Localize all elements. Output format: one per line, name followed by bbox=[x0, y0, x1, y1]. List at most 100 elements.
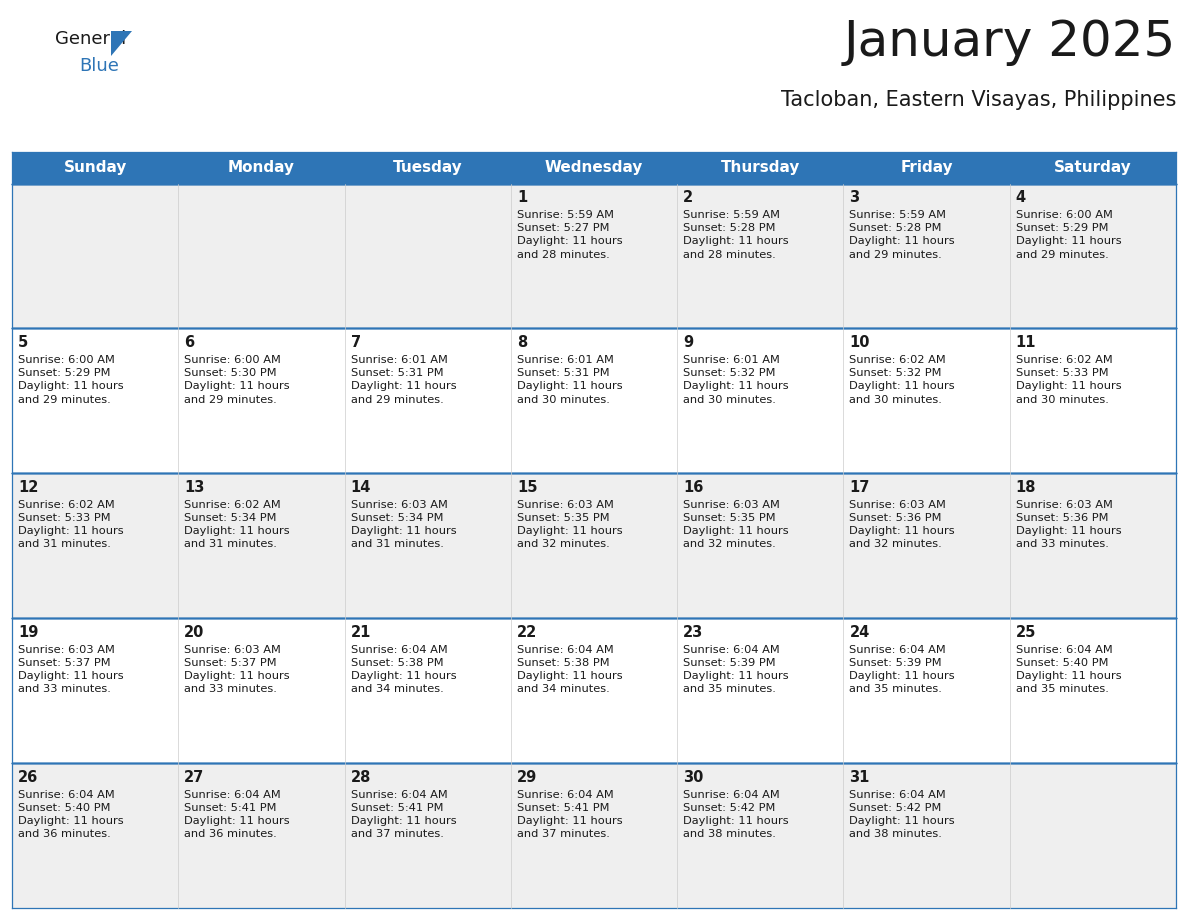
Bar bbox=[677, 152, 843, 184]
Bar bbox=[178, 329, 345, 474]
Text: Sunday: Sunday bbox=[63, 161, 127, 175]
Text: Sunrise: 6:04 AM
Sunset: 5:42 PM
Daylight: 11 hours
and 38 minutes.: Sunrise: 6:04 AM Sunset: 5:42 PM Dayligh… bbox=[683, 789, 789, 839]
Text: Tuesday: Tuesday bbox=[393, 161, 462, 175]
Text: 27: 27 bbox=[184, 770, 204, 785]
Text: 31: 31 bbox=[849, 770, 870, 785]
Text: Sunrise: 6:04 AM
Sunset: 5:39 PM
Daylight: 11 hours
and 35 minutes.: Sunrise: 6:04 AM Sunset: 5:39 PM Dayligh… bbox=[683, 644, 789, 694]
Text: Saturday: Saturday bbox=[1054, 161, 1132, 175]
Text: 3: 3 bbox=[849, 191, 860, 206]
Bar bbox=[843, 152, 1010, 184]
Bar bbox=[843, 184, 1010, 329]
Text: Sunrise: 6:03 AM
Sunset: 5:35 PM
Daylight: 11 hours
and 32 minutes.: Sunrise: 6:03 AM Sunset: 5:35 PM Dayligh… bbox=[683, 499, 789, 549]
Text: Sunrise: 6:01 AM
Sunset: 5:32 PM
Daylight: 11 hours
and 30 minutes.: Sunrise: 6:01 AM Sunset: 5:32 PM Dayligh… bbox=[683, 355, 789, 405]
Bar bbox=[178, 474, 345, 618]
Text: 13: 13 bbox=[184, 480, 204, 496]
Text: 15: 15 bbox=[517, 480, 537, 496]
Bar bbox=[511, 618, 677, 763]
Text: January 2025: January 2025 bbox=[843, 18, 1176, 66]
Bar bbox=[345, 184, 511, 329]
Bar bbox=[12, 329, 178, 474]
Text: Sunrise: 6:04 AM
Sunset: 5:41 PM
Daylight: 11 hours
and 36 minutes.: Sunrise: 6:04 AM Sunset: 5:41 PM Dayligh… bbox=[184, 789, 290, 839]
Text: Tacloban, Eastern Visayas, Philippines: Tacloban, Eastern Visayas, Philippines bbox=[781, 90, 1176, 110]
Text: 29: 29 bbox=[517, 770, 537, 785]
Bar bbox=[12, 184, 178, 329]
Bar bbox=[1010, 618, 1176, 763]
Text: Sunrise: 6:00 AM
Sunset: 5:29 PM
Daylight: 11 hours
and 29 minutes.: Sunrise: 6:00 AM Sunset: 5:29 PM Dayligh… bbox=[18, 355, 124, 405]
Text: 11: 11 bbox=[1016, 335, 1036, 351]
Bar bbox=[677, 763, 843, 908]
Bar bbox=[12, 763, 178, 908]
Text: 17: 17 bbox=[849, 480, 870, 496]
Bar bbox=[677, 618, 843, 763]
Text: Sunrise: 6:04 AM
Sunset: 5:40 PM
Daylight: 11 hours
and 35 minutes.: Sunrise: 6:04 AM Sunset: 5:40 PM Dayligh… bbox=[1016, 644, 1121, 694]
Text: Thursday: Thursday bbox=[721, 161, 800, 175]
Text: 5: 5 bbox=[18, 335, 29, 351]
Text: Sunrise: 6:02 AM
Sunset: 5:34 PM
Daylight: 11 hours
and 31 minutes.: Sunrise: 6:02 AM Sunset: 5:34 PM Dayligh… bbox=[184, 499, 290, 549]
Text: Sunrise: 6:01 AM
Sunset: 5:31 PM
Daylight: 11 hours
and 29 minutes.: Sunrise: 6:01 AM Sunset: 5:31 PM Dayligh… bbox=[350, 355, 456, 405]
Bar bbox=[1010, 152, 1176, 184]
Bar bbox=[1010, 329, 1176, 474]
Text: Sunrise: 6:02 AM
Sunset: 5:33 PM
Daylight: 11 hours
and 31 minutes.: Sunrise: 6:02 AM Sunset: 5:33 PM Dayligh… bbox=[18, 499, 124, 549]
Text: 4: 4 bbox=[1016, 191, 1026, 206]
Text: 1: 1 bbox=[517, 191, 527, 206]
Text: Monday: Monday bbox=[228, 161, 295, 175]
Bar bbox=[511, 763, 677, 908]
Bar bbox=[178, 152, 345, 184]
Text: Sunrise: 6:00 AM
Sunset: 5:30 PM
Daylight: 11 hours
and 29 minutes.: Sunrise: 6:00 AM Sunset: 5:30 PM Dayligh… bbox=[184, 355, 290, 405]
Text: Sunrise: 6:03 AM
Sunset: 5:36 PM
Daylight: 11 hours
and 33 minutes.: Sunrise: 6:03 AM Sunset: 5:36 PM Dayligh… bbox=[1016, 499, 1121, 549]
Text: Sunrise: 6:04 AM
Sunset: 5:38 PM
Daylight: 11 hours
and 34 minutes.: Sunrise: 6:04 AM Sunset: 5:38 PM Dayligh… bbox=[517, 644, 623, 694]
Text: 23: 23 bbox=[683, 625, 703, 640]
Text: Sunrise: 5:59 AM
Sunset: 5:28 PM
Daylight: 11 hours
and 28 minutes.: Sunrise: 5:59 AM Sunset: 5:28 PM Dayligh… bbox=[683, 210, 789, 260]
Text: 9: 9 bbox=[683, 335, 694, 351]
Bar bbox=[345, 474, 511, 618]
Text: 10: 10 bbox=[849, 335, 870, 351]
Text: Sunrise: 6:04 AM
Sunset: 5:38 PM
Daylight: 11 hours
and 34 minutes.: Sunrise: 6:04 AM Sunset: 5:38 PM Dayligh… bbox=[350, 644, 456, 694]
Bar bbox=[843, 474, 1010, 618]
Bar bbox=[677, 329, 843, 474]
Text: 7: 7 bbox=[350, 335, 361, 351]
Text: Sunrise: 6:04 AM
Sunset: 5:41 PM
Daylight: 11 hours
and 37 minutes.: Sunrise: 6:04 AM Sunset: 5:41 PM Dayligh… bbox=[517, 789, 623, 839]
Text: 19: 19 bbox=[18, 625, 38, 640]
Bar bbox=[1010, 184, 1176, 329]
Text: 16: 16 bbox=[683, 480, 703, 496]
Text: Sunrise: 6:00 AM
Sunset: 5:29 PM
Daylight: 11 hours
and 29 minutes.: Sunrise: 6:00 AM Sunset: 5:29 PM Dayligh… bbox=[1016, 210, 1121, 260]
Bar bbox=[12, 618, 178, 763]
Bar bbox=[345, 763, 511, 908]
Text: 8: 8 bbox=[517, 335, 527, 351]
Text: Wednesday: Wednesday bbox=[545, 161, 643, 175]
Bar bbox=[1010, 763, 1176, 908]
Text: Sunrise: 5:59 AM
Sunset: 5:28 PM
Daylight: 11 hours
and 29 minutes.: Sunrise: 5:59 AM Sunset: 5:28 PM Dayligh… bbox=[849, 210, 955, 260]
Text: Sunrise: 6:04 AM
Sunset: 5:42 PM
Daylight: 11 hours
and 38 minutes.: Sunrise: 6:04 AM Sunset: 5:42 PM Dayligh… bbox=[849, 789, 955, 839]
Bar bbox=[511, 152, 677, 184]
Text: Blue: Blue bbox=[78, 57, 119, 75]
Bar bbox=[345, 152, 511, 184]
Text: Sunrise: 6:02 AM
Sunset: 5:32 PM
Daylight: 11 hours
and 30 minutes.: Sunrise: 6:02 AM Sunset: 5:32 PM Dayligh… bbox=[849, 355, 955, 405]
Text: 18: 18 bbox=[1016, 480, 1036, 496]
Text: Sunrise: 5:59 AM
Sunset: 5:27 PM
Daylight: 11 hours
and 28 minutes.: Sunrise: 5:59 AM Sunset: 5:27 PM Dayligh… bbox=[517, 210, 623, 260]
Text: 30: 30 bbox=[683, 770, 703, 785]
Bar bbox=[12, 152, 178, 184]
Text: Sunrise: 6:02 AM
Sunset: 5:33 PM
Daylight: 11 hours
and 30 minutes.: Sunrise: 6:02 AM Sunset: 5:33 PM Dayligh… bbox=[1016, 355, 1121, 405]
Bar bbox=[12, 474, 178, 618]
Text: 20: 20 bbox=[184, 625, 204, 640]
Text: 22: 22 bbox=[517, 625, 537, 640]
Text: Sunrise: 6:03 AM
Sunset: 5:37 PM
Daylight: 11 hours
and 33 minutes.: Sunrise: 6:03 AM Sunset: 5:37 PM Dayligh… bbox=[184, 644, 290, 694]
Bar bbox=[677, 474, 843, 618]
Bar bbox=[677, 184, 843, 329]
Text: Sunrise: 6:03 AM
Sunset: 5:36 PM
Daylight: 11 hours
and 32 minutes.: Sunrise: 6:03 AM Sunset: 5:36 PM Dayligh… bbox=[849, 499, 955, 549]
Bar bbox=[178, 763, 345, 908]
Text: Sunrise: 6:04 AM
Sunset: 5:41 PM
Daylight: 11 hours
and 37 minutes.: Sunrise: 6:04 AM Sunset: 5:41 PM Dayligh… bbox=[350, 789, 456, 839]
Text: Friday: Friday bbox=[901, 161, 953, 175]
Bar bbox=[345, 618, 511, 763]
Text: 28: 28 bbox=[350, 770, 371, 785]
Text: Sunrise: 6:01 AM
Sunset: 5:31 PM
Daylight: 11 hours
and 30 minutes.: Sunrise: 6:01 AM Sunset: 5:31 PM Dayligh… bbox=[517, 355, 623, 405]
Text: Sunrise: 6:04 AM
Sunset: 5:39 PM
Daylight: 11 hours
and 35 minutes.: Sunrise: 6:04 AM Sunset: 5:39 PM Dayligh… bbox=[849, 644, 955, 694]
Text: Sunrise: 6:03 AM
Sunset: 5:37 PM
Daylight: 11 hours
and 33 minutes.: Sunrise: 6:03 AM Sunset: 5:37 PM Dayligh… bbox=[18, 644, 124, 694]
Text: 14: 14 bbox=[350, 480, 371, 496]
Bar bbox=[1010, 474, 1176, 618]
Bar bbox=[843, 763, 1010, 908]
Text: 12: 12 bbox=[18, 480, 38, 496]
Bar bbox=[511, 184, 677, 329]
Bar bbox=[178, 184, 345, 329]
Bar bbox=[511, 474, 677, 618]
